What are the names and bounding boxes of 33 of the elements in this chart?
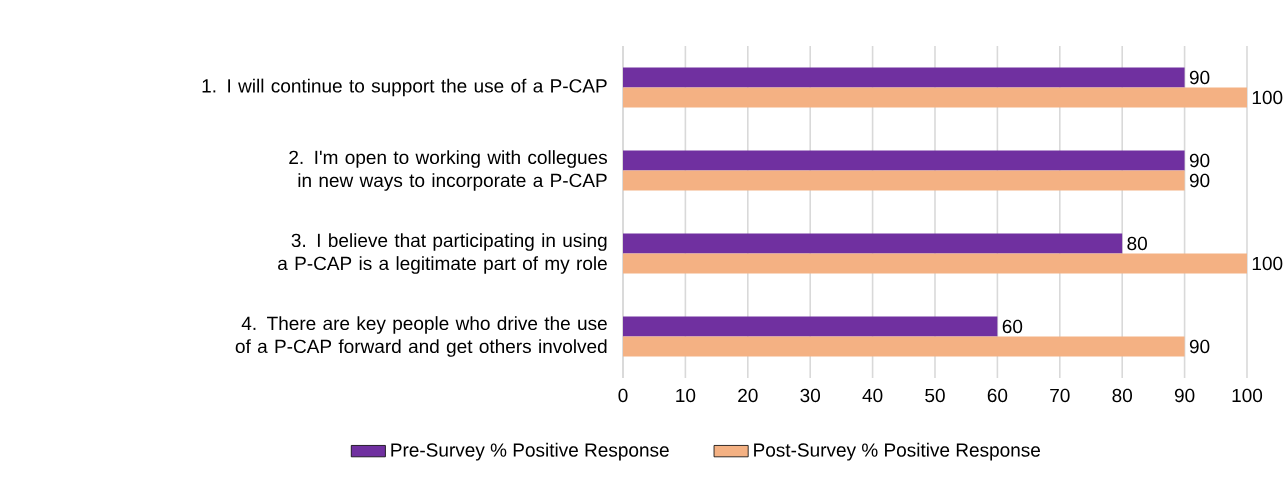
bar — [623, 170, 1185, 191]
bar — [623, 233, 1123, 254]
data-label: 100 — [1252, 256, 1283, 271]
bar — [623, 253, 1247, 274]
data-label: 90 — [1189, 339, 1210, 354]
bar — [623, 87, 1247, 108]
bar — [623, 316, 998, 337]
x-tick-label: 10 — [676, 388, 696, 403]
y-tick-label: 4. There are key people who drive the use of a P-CAP forward and get others involved — [235, 316, 607, 357]
legend-label: Pre-Survey % Positive Response — [391, 442, 669, 461]
x-tick-label: 0 — [618, 388, 628, 403]
y-tick-label: 3. I believe that participating in using a P-CAP is a legitimate part of my role — [278, 233, 607, 274]
data-label: 90 — [1189, 173, 1210, 188]
x-tick-label: 40 — [862, 388, 883, 403]
data-label: 60 — [1002, 319, 1023, 334]
bar — [623, 67, 1185, 88]
x-tick-label: 100 — [1232, 388, 1263, 403]
bar — [623, 336, 1185, 357]
x-tick-label: 60 — [987, 388, 1008, 403]
x-tick-label: 20 — [738, 388, 758, 403]
bar — [623, 150, 1185, 171]
x-tick-label: 90 — [1174, 388, 1195, 403]
data-label: 100 — [1252, 90, 1283, 105]
y-tick-label: 2. I'm open to working with collegues in new ways to incorporate a P-CAP — [289, 150, 607, 191]
data-label: 90 — [1189, 153, 1210, 168]
data-label: 80 — [1127, 236, 1147, 251]
legend-label: Post-Survey % Positive Response — [754, 442, 1040, 461]
x-tick-label: 80 — [1112, 388, 1133, 403]
y-tick-label: 1. I will continue to support the use of a P-CAP — [202, 78, 607, 97]
x-tick-label: 70 — [1050, 388, 1070, 403]
data-label: 90 — [1189, 70, 1210, 85]
x-tick-label: 50 — [925, 388, 945, 403]
x-tick-label: 30 — [800, 388, 821, 403]
